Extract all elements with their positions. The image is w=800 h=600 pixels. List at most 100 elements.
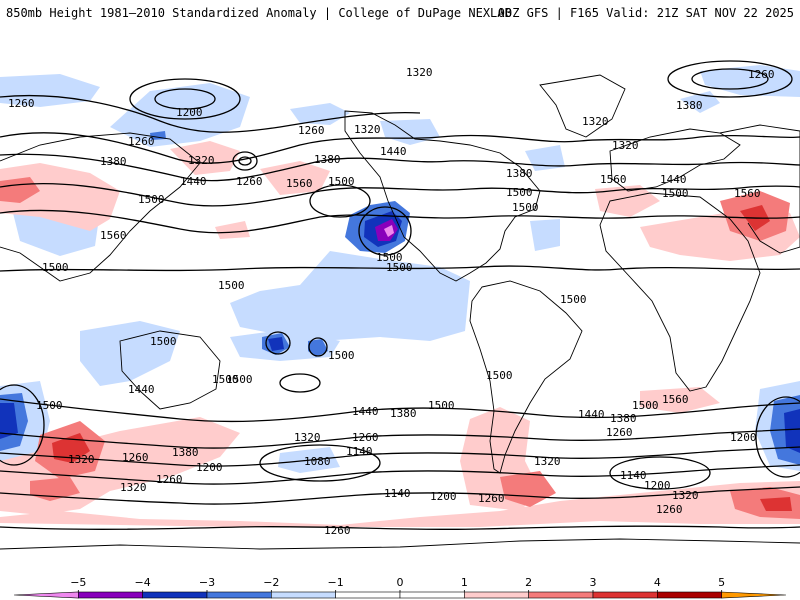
contour-line	[232, 151, 258, 171]
anomaly-area	[0, 403, 18, 439]
coast-north-america	[344, 110, 541, 282]
colorbar-bin	[528, 591, 594, 599]
contour-label: 1500	[386, 261, 413, 274]
anomaly-area	[0, 481, 800, 527]
colorbar: −5 −4 −3 −2 −1 0 1 2 3 4 5	[13, 576, 787, 599]
contour-label: 1500	[138, 193, 165, 206]
anomaly-area	[530, 219, 560, 251]
colorbar-tick-label: 5	[718, 576, 725, 589]
contour-line	[0, 265, 800, 272]
contour-label: 1500	[632, 399, 659, 412]
colorbar-tick-label: −1	[328, 576, 344, 589]
contour-label: 1380	[610, 412, 637, 425]
contour-label: 1320	[354, 123, 381, 136]
colorbar-tick-label: −3	[199, 576, 215, 589]
contour-label: 1260	[236, 175, 263, 188]
contour-label: 1500	[376, 251, 403, 264]
colorbar-bin	[78, 591, 143, 599]
contour-label: 1500	[506, 186, 533, 199]
contour-label: 1140	[346, 445, 373, 458]
contour-line	[259, 444, 381, 482]
contour-label: 1200	[196, 461, 223, 474]
height-contours	[0, 60, 800, 531]
anomaly-area	[170, 141, 240, 175]
contour-label: 1260	[478, 492, 505, 505]
contour-label: 1500	[226, 373, 253, 386]
contour-label: 1380	[676, 99, 703, 112]
contour-label: 1260	[748, 68, 775, 81]
anomaly-area	[30, 477, 80, 501]
contour-label: 1260	[156, 473, 183, 486]
contour-label: 1320	[294, 431, 321, 444]
anomaly-area	[784, 409, 800, 453]
colorbar-bin	[206, 591, 272, 599]
contour-line	[667, 60, 793, 98]
anomaly-area	[384, 225, 394, 237]
contour-label: 1260	[122, 451, 149, 464]
contour-label: 1440	[380, 145, 407, 158]
contour-label: 1380	[506, 167, 533, 180]
positive-anomaly-shading	[0, 141, 800, 527]
contour-label: 1260	[298, 124, 325, 137]
anomaly-area	[260, 161, 330, 195]
contour-label: 1200	[176, 106, 203, 119]
contour-label: 1080	[304, 455, 331, 468]
contour-label: 1320	[534, 455, 561, 468]
contour-label: 1140	[620, 469, 647, 482]
contour-label: 1320	[582, 115, 609, 128]
contour-line	[0, 182, 800, 207]
contour-label: 1260	[8, 97, 35, 110]
colorbar-bin	[335, 591, 401, 599]
contour-label: 1320	[68, 453, 95, 466]
colorbar-tick-label: −5	[70, 576, 86, 589]
contour-label: 1440	[660, 173, 687, 186]
contour-line	[154, 88, 216, 110]
contour-label: 1260	[128, 135, 155, 148]
contour-labels: 1320 1260 1260 1200 1380 1260 1320 1380 …	[8, 66, 775, 537]
colorbar-bin	[142, 591, 208, 599]
contour-label: 1560	[662, 393, 689, 406]
contour-label: 1500	[328, 175, 355, 188]
contour-label: 1320	[120, 481, 147, 494]
contour-label: 1380	[390, 407, 417, 420]
contour-line	[279, 373, 321, 393]
colorbar-bins	[13, 591, 787, 599]
colorbar-ticks: −5 −4 −3 −2 −1 0 1 2 3 4 5	[70, 576, 725, 592]
contour-label: 1560	[600, 173, 627, 186]
contour-label: 1260	[656, 503, 683, 516]
contour-label: 1260	[606, 426, 633, 439]
anomaly-area	[268, 337, 284, 351]
contour-label: 1200	[644, 479, 671, 492]
contour-line	[0, 94, 421, 133]
contour-label: 1320	[406, 66, 433, 79]
anomaly-map: 1320 1260 1260 1200 1380 1260 1320 1380 …	[0, 41, 800, 568]
coast-australia	[119, 330, 221, 410]
contour-label: 1500	[662, 187, 689, 200]
contour-line	[0, 446, 800, 467]
contour-label: 1260	[324, 524, 351, 537]
colorbar-tick-label: 1	[461, 576, 468, 589]
colorbar-tick-label: −4	[135, 576, 151, 589]
anomaly-area	[290, 103, 350, 125]
contour-label: 1440	[578, 408, 605, 421]
map-title: 850mb Height 1981–2010 Standardized Anom…	[6, 6, 512, 20]
contour-label: 1140	[384, 487, 411, 500]
colorbar-tick-label: 4	[654, 576, 661, 589]
contour-line	[0, 398, 800, 423]
contour-label: 1500	[150, 335, 177, 348]
contour-label: 1500	[512, 201, 539, 214]
contour-label: 1560	[100, 229, 127, 242]
contour-line	[129, 78, 241, 120]
colorbar-tick-label: 3	[590, 576, 597, 589]
contour-label: 1260	[352, 431, 379, 444]
contour-line	[309, 184, 371, 218]
colorbar-tick-label: −2	[263, 576, 279, 589]
colorbar-bin	[657, 591, 722, 599]
colorbar-tick-label: 2	[525, 576, 532, 589]
contour-line	[0, 384, 45, 466]
contour-line	[308, 337, 328, 357]
contour-label: 1500	[212, 373, 239, 386]
contour-line	[238, 156, 252, 166]
colorbar-bin	[721, 591, 787, 599]
colorbar-bin	[13, 591, 79, 599]
